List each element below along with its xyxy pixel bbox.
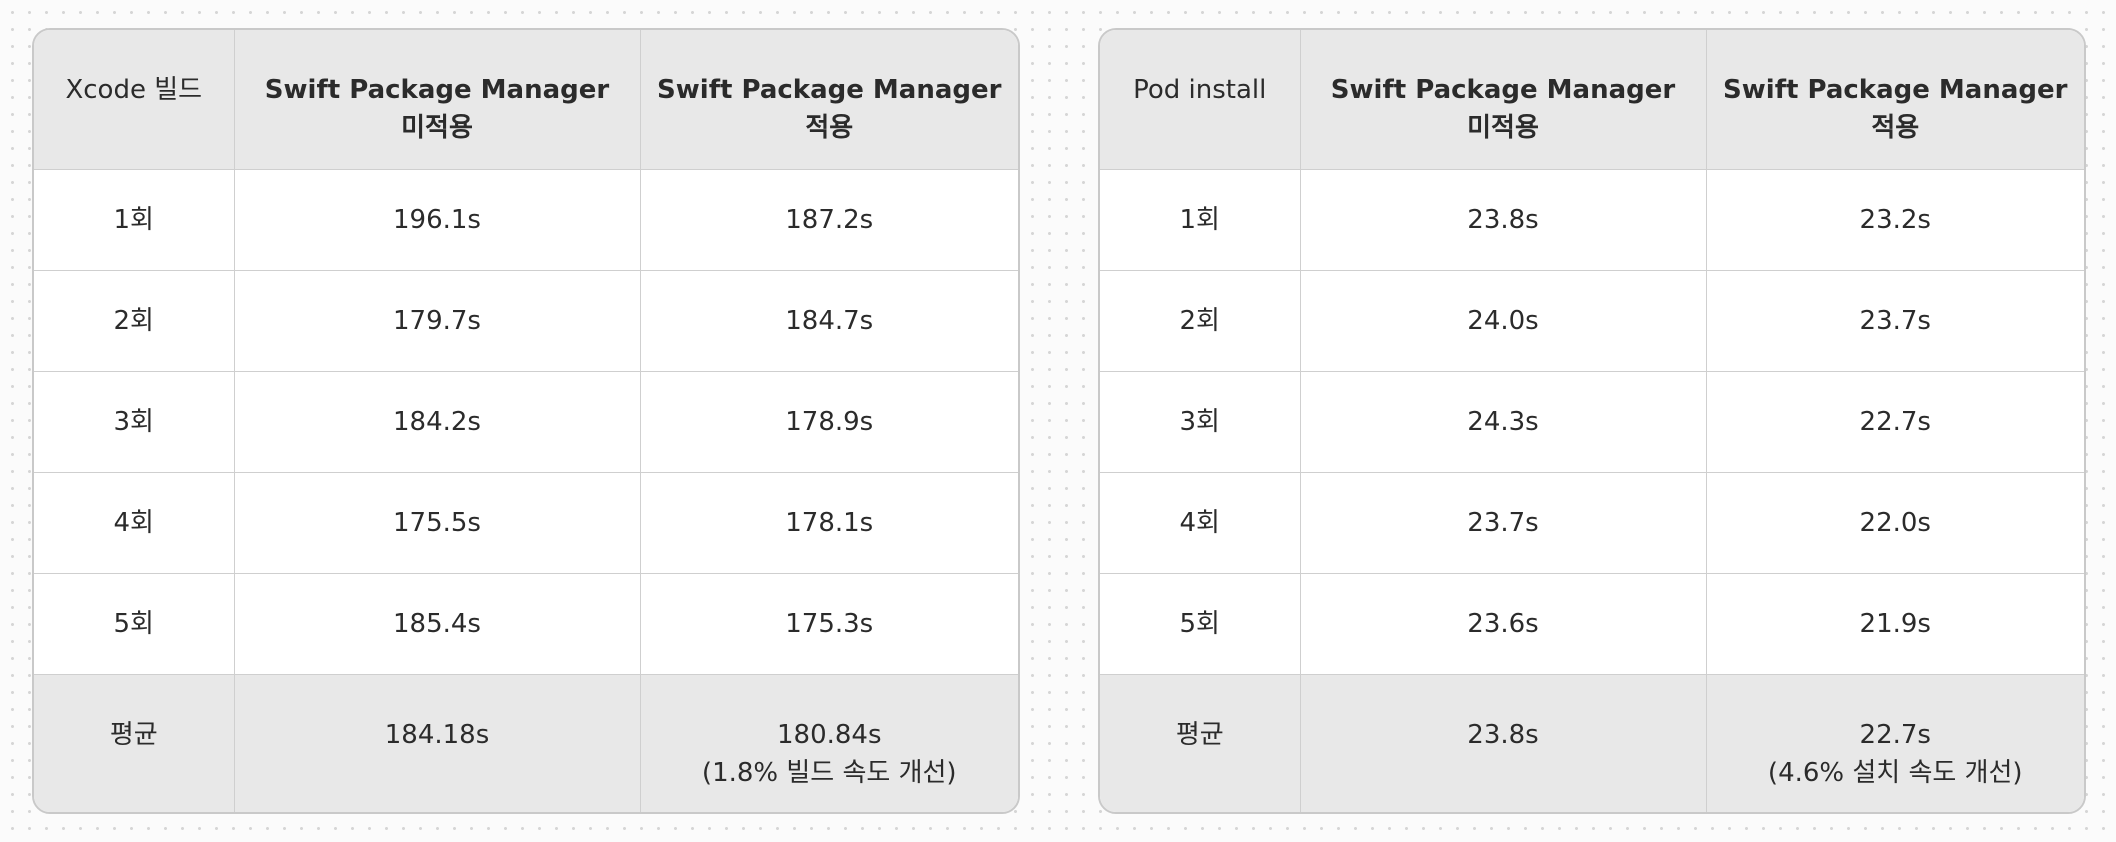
xcode-build-table-card: Xcode 빌드 Swift Package Manager 미적용 Swift…: [32, 28, 1020, 814]
time-without-spm: 23.6s: [1299, 572, 1707, 675]
time-with-spm: 23.2s: [1705, 168, 2084, 271]
time-without-spm: 175.5s: [233, 471, 641, 574]
table-row: 1회 196.1s 187.2s: [34, 168, 1018, 271]
time-with-spm: 178.9s: [639, 370, 1018, 473]
header-not-applied-label: 미적용: [401, 113, 473, 143]
table-row: 5회 23.6s 21.9s: [1100, 572, 2084, 675]
average-with-spm-value: 180.84s: [776, 719, 882, 750]
time-with-spm: 175.3s: [639, 572, 1018, 675]
run-label: 1회: [34, 168, 235, 271]
improvement-note: (1.8% 빌드 속도 개선): [701, 757, 957, 788]
header-applied-label: 적용: [805, 113, 854, 143]
time-with-spm: 22.7s: [1705, 370, 2084, 473]
header-applied-label: 적용: [1871, 113, 1920, 143]
time-with-spm: 22.0s: [1705, 471, 2084, 574]
average-row: 평균 23.8s 22.7s (4.6% 설치 속도 개선): [1100, 673, 2084, 812]
time-without-spm: 185.4s: [233, 572, 641, 675]
table-header-row: Xcode 빌드 Swift Package Manager 미적용 Swift…: [34, 30, 1018, 170]
header-spm-applied: Swift Package Manager 적용: [639, 30, 1018, 170]
header-spm-applied: Swift Package Manager 적용: [1705, 30, 2084, 170]
pod-install-table: Pod install Swift Package Manager 미적용 Sw…: [1100, 30, 2084, 812]
header-xcode-build: Xcode 빌드: [34, 30, 235, 170]
average-label: 평균: [1100, 673, 1301, 812]
run-label: 4회: [1100, 471, 1301, 574]
time-without-spm: 24.3s: [1299, 370, 1707, 473]
time-without-spm: 24.0s: [1299, 269, 1707, 372]
table-row: 1회 23.8s 23.2s: [1100, 168, 2084, 271]
table-row: 2회 24.0s 23.7s: [1100, 269, 2084, 372]
time-with-spm: 21.9s: [1705, 572, 2084, 675]
time-with-spm: 178.1s: [639, 471, 1018, 574]
table-row: 3회 24.3s 22.7s: [1100, 370, 2084, 473]
table-row: 5회 185.4s 175.3s: [34, 572, 1018, 675]
header-not-applied-label: 미적용: [1467, 113, 1539, 143]
time-without-spm: 184.2s: [233, 370, 641, 473]
improvement-note: (4.6% 설치 속도 개선): [1767, 757, 2023, 788]
time-without-spm: 23.8s: [1299, 168, 1707, 271]
run-label: 2회: [34, 269, 235, 372]
header-spm-label: Swift Package Manager: [1330, 75, 1676, 105]
table-row: 2회 179.7s 184.7s: [34, 269, 1018, 372]
header-pod-install: Pod install: [1100, 30, 1301, 170]
average-row: 평균 184.18s 180.84s (1.8% 빌드 속도 개선): [34, 673, 1018, 812]
time-without-spm: 23.7s: [1299, 471, 1707, 574]
time-with-spm: 187.2s: [639, 168, 1018, 271]
run-label: 2회: [1100, 269, 1301, 372]
time-without-spm: 196.1s: [233, 168, 641, 271]
average-without-spm: 184.18s: [233, 673, 641, 812]
run-label: 5회: [34, 572, 235, 675]
time-with-spm: 184.7s: [639, 269, 1018, 372]
header-spm-not-applied: Swift Package Manager 미적용: [1299, 30, 1707, 170]
average-label: 평균: [34, 673, 235, 812]
run-label: 4회: [34, 471, 235, 574]
average-with-spm: 180.84s (1.8% 빌드 속도 개선): [639, 673, 1018, 812]
table-row: 4회 23.7s 22.0s: [1100, 471, 2084, 574]
header-spm-not-applied: Swift Package Manager 미적용: [233, 30, 641, 170]
table-row: 4회 175.5s 178.1s: [34, 471, 1018, 574]
average-without-spm: 23.8s: [1299, 673, 1707, 812]
pod-install-table-card: Pod install Swift Package Manager 미적용 Sw…: [1098, 28, 2086, 814]
xcode-build-table: Xcode 빌드 Swift Package Manager 미적용 Swift…: [34, 30, 1018, 812]
run-label: 5회: [1100, 572, 1301, 675]
time-without-spm: 179.7s: [233, 269, 641, 372]
average-with-spm-value: 22.7s: [1859, 719, 1931, 750]
run-label: 3회: [34, 370, 235, 473]
table-header-row: Pod install Swift Package Manager 미적용 Sw…: [1100, 30, 2084, 170]
average-with-spm: 22.7s (4.6% 설치 속도 개선): [1705, 673, 2084, 812]
run-label: 3회: [1100, 370, 1301, 473]
header-spm-label: Swift Package Manager: [1723, 75, 2068, 105]
time-with-spm: 23.7s: [1705, 269, 2084, 372]
header-spm-label: Swift Package Manager: [264, 75, 610, 105]
header-spm-label: Swift Package Manager: [657, 75, 1002, 105]
run-label: 1회: [1100, 168, 1301, 271]
table-row: 3회 184.2s 178.9s: [34, 370, 1018, 473]
